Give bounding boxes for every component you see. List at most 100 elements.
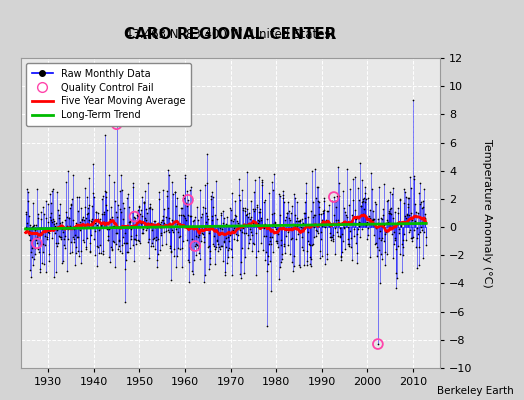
Point [292, 236, 300, 242]
Point [228, 254, 237, 260]
Point [82, 214, 90, 221]
Point [409, 227, 418, 233]
Point [199, 231, 208, 237]
Point [128, 184, 137, 190]
Point [31, 226, 39, 233]
Point [399, 186, 408, 192]
Point [219, 258, 227, 264]
Point [58, 226, 66, 232]
Point [49, 216, 57, 222]
Point [298, 244, 307, 251]
Point [327, 234, 335, 240]
Point [249, 219, 257, 226]
Point [78, 216, 86, 223]
Point [82, 244, 91, 250]
Point [96, 225, 104, 231]
Point [392, 285, 401, 291]
Point [420, 186, 428, 192]
Point [32, 237, 40, 244]
Point [312, 184, 321, 191]
Point [326, 223, 334, 230]
Point [61, 217, 70, 223]
Point [75, 253, 84, 260]
Point [68, 196, 76, 202]
Point [345, 202, 354, 208]
Point [121, 266, 129, 272]
Point [413, 209, 422, 216]
Point [144, 236, 152, 242]
Point [314, 198, 322, 204]
Point [200, 234, 208, 240]
Point [324, 221, 332, 227]
Point [83, 235, 92, 242]
Point [79, 214, 87, 220]
Point [380, 238, 388, 244]
Point [303, 229, 312, 236]
Point [63, 268, 71, 274]
Point [74, 225, 83, 231]
Point [162, 228, 170, 234]
Point [158, 216, 167, 223]
Point [369, 208, 377, 214]
Point [57, 235, 66, 242]
Point [392, 246, 400, 252]
Point [342, 212, 351, 218]
Point [32, 240, 41, 246]
Point [223, 234, 232, 241]
Point [356, 220, 364, 226]
Point [291, 212, 299, 218]
Point [191, 243, 200, 249]
Point [78, 221, 86, 227]
Point [130, 215, 139, 221]
Point [39, 241, 47, 247]
Point [285, 208, 293, 214]
Point [268, 210, 276, 217]
Point [164, 205, 172, 211]
Point [23, 220, 31, 226]
Point [347, 218, 355, 224]
Point [410, 176, 418, 182]
Point [269, 248, 278, 255]
Point [232, 231, 241, 237]
Point [124, 248, 133, 255]
Point [147, 219, 155, 226]
Point [30, 222, 38, 228]
Point [422, 242, 430, 248]
Point [211, 212, 220, 218]
Point [93, 244, 102, 250]
Point [316, 228, 325, 235]
Point [143, 210, 151, 216]
Point [361, 184, 369, 190]
Point [209, 241, 217, 247]
Point [88, 216, 96, 222]
Point [271, 219, 280, 226]
Point [172, 264, 180, 270]
Point [124, 225, 132, 232]
Point [168, 226, 176, 233]
Point [403, 204, 412, 210]
Point [206, 193, 215, 200]
Point [217, 242, 226, 249]
Point [344, 241, 353, 248]
Point [330, 194, 338, 200]
Point [328, 198, 336, 204]
Point [183, 212, 192, 218]
Point [31, 222, 40, 228]
Point [34, 210, 42, 217]
Point [106, 243, 115, 250]
Point [355, 196, 364, 203]
Point [115, 238, 123, 244]
Point [384, 197, 392, 204]
Point [80, 217, 88, 223]
Point [359, 198, 368, 204]
Point [259, 232, 268, 239]
Point [189, 218, 197, 225]
Point [93, 263, 102, 270]
Point [196, 187, 204, 194]
Point [67, 200, 75, 207]
Point [158, 187, 167, 194]
Point [248, 240, 257, 246]
Point [319, 208, 328, 214]
Point [84, 205, 92, 211]
Point [300, 210, 309, 216]
